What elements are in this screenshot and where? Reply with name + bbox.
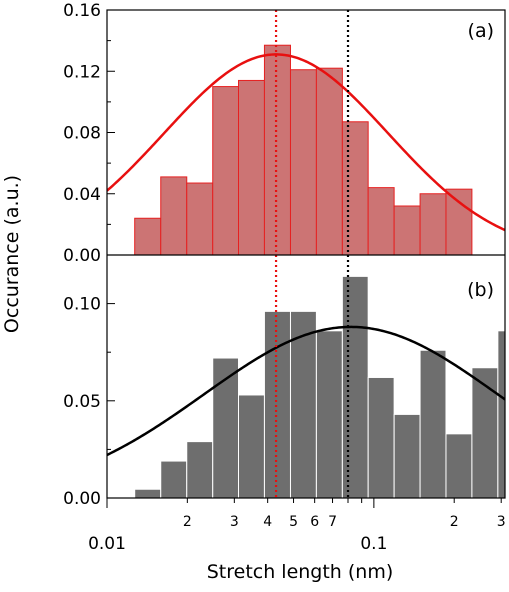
x-minor-tick-label: 3 (230, 514, 239, 530)
axes-frame (106, 9, 506, 499)
x-minor-tick-label: 4 (263, 514, 272, 530)
x-minor-tick-label: 2 (183, 514, 192, 530)
histogram-bar (341, 121, 369, 255)
y-tick-label: 0.08 (63, 124, 101, 144)
histogram-bar (134, 488, 162, 498)
panel-a-y-axis: 0.00 0.04 0.08 0.12 0.16 (63, 1, 115, 266)
fit-curve (107, 53, 505, 232)
histogram-bar (289, 310, 317, 498)
histogram-bar (212, 86, 240, 255)
histogram-bar (238, 79, 265, 255)
y-tick-label: 0.04 (63, 185, 101, 205)
histogram-bar (134, 217, 162, 255)
y-tick-label: 0.00 (63, 246, 101, 266)
histogram-bar (186, 441, 214, 498)
histogram-bar (367, 187, 395, 255)
x-minor-tick-label: 3 (497, 514, 506, 530)
y-tick-label: 0.10 (63, 295, 101, 315)
y-tick-label: 0.16 (63, 1, 101, 21)
histogram-bar (186, 182, 214, 255)
x-major-tick-label: 0.01 (88, 534, 126, 554)
histogram-bar (315, 67, 343, 255)
x-major-tick-label: 0.1 (360, 534, 387, 554)
panel-a-tag: (a) (468, 20, 494, 42)
panel-a-bars (134, 44, 473, 255)
x-axis-title: Stretch length (nm) (207, 561, 394, 583)
plot-border (106, 9, 506, 499)
y-tick-label: 0.12 (63, 62, 101, 82)
fit-curve (107, 325, 505, 457)
histogram-bar (445, 433, 473, 498)
histogram-bar (160, 460, 188, 498)
y-tick-label: 0.00 (63, 489, 101, 509)
histogram-bar (393, 413, 421, 498)
x-minor-tick-label: 7 (328, 514, 337, 530)
histogram-bar (471, 367, 499, 498)
panel-a-fit (107, 53, 505, 232)
x-minor-tick-label: 6 (310, 514, 319, 530)
x-minor-tick-label: 2 (450, 514, 459, 530)
histogram-bar (238, 394, 265, 498)
histogram-bar (367, 376, 395, 498)
panel-b-fit (107, 325, 505, 457)
histogram-bar (263, 310, 291, 498)
histogram-bar (263, 44, 291, 255)
histogram-bar (419, 193, 447, 255)
x-axis: 0.01 0.1 2 3 4 5 6 7 2 3 (88, 498, 506, 554)
panel-b-tag: (b) (467, 279, 494, 301)
panel-b-y-axis: 0.00 0.05 0.10 (63, 295, 115, 509)
histogram-bar (445, 188, 473, 255)
y-axis-title: Occurance (a.u.) (1, 175, 23, 333)
y-tick-label: 0.05 (63, 392, 101, 412)
histogram-bar (419, 349, 447, 498)
histogram-bar (315, 330, 343, 498)
panel-b-reference-lines (274, 255, 350, 498)
histogram-bar (212, 357, 240, 498)
histogram-bar (341, 275, 369, 498)
histogram-bar (160, 176, 188, 255)
histogram-bar (393, 205, 421, 255)
x-minor-tick-label: 5 (289, 514, 298, 530)
histogram-bar (289, 69, 317, 255)
panel-b-bars (134, 275, 505, 498)
histogram-bar (497, 330, 505, 498)
panel-a-reference-lines (274, 10, 350, 255)
